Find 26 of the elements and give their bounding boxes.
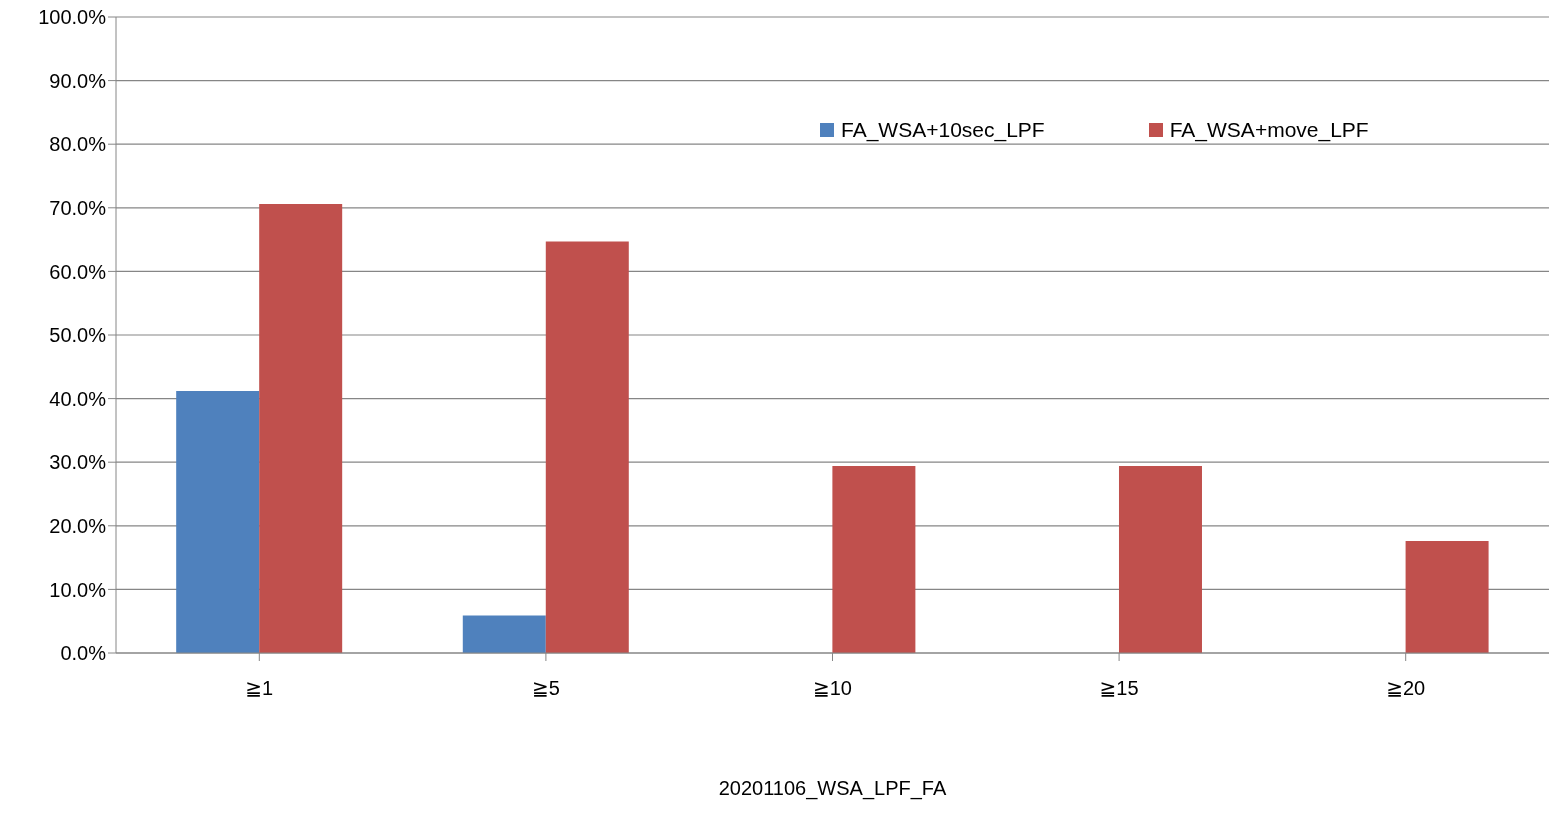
y-tick-label: 70.0% (49, 196, 107, 219)
legend-label: FA_WSA+move_LPF (1169, 118, 1369, 142)
y-tick-label: 40.0% (49, 387, 107, 410)
bar (545, 241, 629, 653)
y-tick-label: 10.0% (49, 578, 107, 601)
x-tick-label: ≧15 (1099, 677, 1139, 700)
y-tick-label: 0.0% (60, 642, 107, 665)
x-tick-label: ≧20 (1386, 677, 1426, 700)
legend-label: FA_WSA+10sec_LPF (841, 118, 1045, 142)
y-tick-label: 100.0% (38, 6, 107, 29)
bar (462, 615, 546, 653)
y-tick-label: 80.0% (49, 133, 107, 156)
bar (1405, 541, 1489, 653)
bar (1118, 466, 1202, 653)
x-tick-label: ≧1 (245, 677, 274, 700)
y-tick-label: 50.0% (49, 324, 107, 347)
y-tick-label: 90.0% (49, 69, 107, 92)
y-tick-label: 60.0% (49, 260, 107, 283)
bar (832, 466, 916, 653)
x-tick-label: ≧10 (812, 677, 853, 700)
bar (176, 390, 260, 653)
y-tick-label: 30.0% (49, 451, 107, 474)
bar (259, 203, 343, 653)
x-axis-title: 20201106_WSA_LPF_FA (718, 777, 947, 800)
x-tick-label: ≧5 (531, 677, 560, 700)
y-tick-label: 20.0% (49, 514, 107, 537)
